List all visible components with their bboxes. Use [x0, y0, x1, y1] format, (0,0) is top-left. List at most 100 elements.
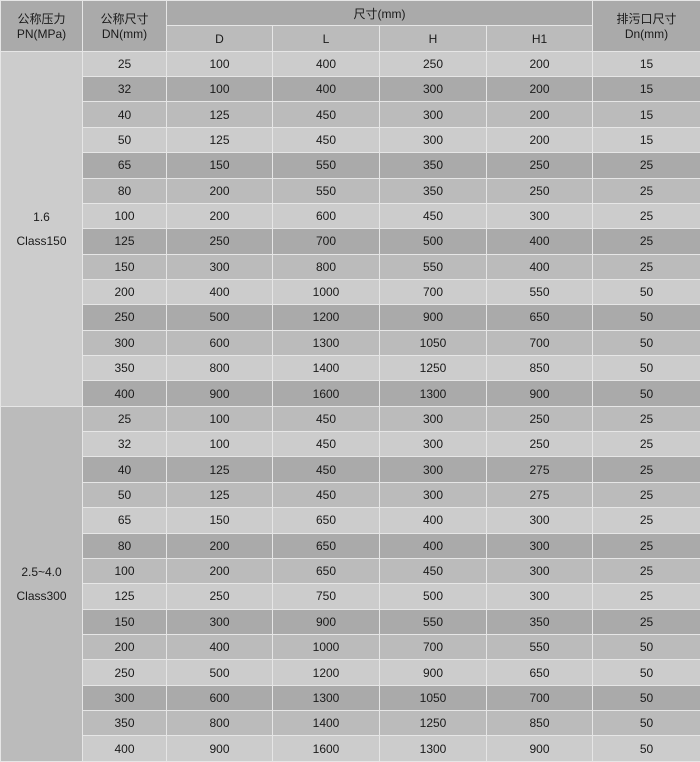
table-cell: 700	[486, 684, 593, 712]
table-row: 250 500 1200 900 650 50	[1, 304, 700, 331]
table-cell: 25	[592, 481, 700, 509]
header-d: D	[166, 25, 273, 52]
table-cell: 300	[166, 253, 273, 280]
table-cell: 550	[486, 633, 593, 661]
table-cell: 400	[166, 278, 273, 306]
table-cell: 800	[166, 710, 273, 737]
table-cell: 500	[166, 304, 273, 331]
table-cell: 200	[166, 202, 273, 230]
table-row: 200 400 1000 700 550 50	[1, 278, 700, 306]
table-cell: 300	[486, 532, 593, 559]
table-cell: 125	[82, 583, 167, 610]
table-cell: 250	[486, 405, 593, 433]
table-cell: 300	[486, 557, 593, 585]
table-cell: 25	[592, 608, 700, 635]
table-cell: 700	[379, 633, 487, 661]
header-pn: 公称压力 PN(MPa)	[0, 0, 83, 52]
table-cell: 125	[166, 101, 273, 128]
table-cell: 250	[166, 228, 273, 255]
table-cell: 50	[592, 304, 700, 331]
table-cell: 1200	[272, 659, 380, 686]
table-cell: 200	[82, 633, 167, 661]
table-cell: 250	[486, 152, 593, 179]
table-cell: 250	[82, 659, 167, 686]
table-cell: 80	[82, 532, 167, 559]
table-cell: 275	[486, 481, 593, 509]
pressure-value: 1.6	[33, 209, 50, 224]
table-cell: 150	[166, 152, 273, 179]
table-cell: 400	[166, 633, 273, 661]
table-cell: 300	[379, 481, 487, 509]
table-cell: 275	[486, 456, 593, 483]
table-cell: 450	[272, 126, 380, 154]
table-row: 1.6 Class150 25 100 400 250 200 15	[0, 50, 700, 407]
table-cell: 50	[592, 355, 700, 382]
header-drain: 排污口尺寸 Dn(mm)	[592, 0, 700, 52]
table-row: 200 400 1000 700 550 50	[1, 633, 700, 661]
table-cell: 600	[272, 202, 380, 230]
table-cell: 300	[166, 608, 273, 635]
table-cell: 450	[272, 431, 380, 458]
table-cell: 50	[592, 710, 700, 737]
table-cell: 80	[82, 177, 167, 204]
table-row: 65 150 650 400 300 25	[1, 507, 700, 534]
table-row: 40 125 450 300 200 15	[1, 101, 700, 128]
table-cell: 350	[486, 608, 593, 635]
table-cell: 15	[592, 126, 700, 154]
table-cell: 100	[82, 202, 167, 230]
table-cell: 750	[272, 583, 380, 610]
table-cell: 25	[592, 557, 700, 585]
table-cell: 15	[592, 101, 700, 128]
table-row: 350 800 1400 1250 850 50	[1, 355, 700, 382]
table-cell: 400	[272, 50, 380, 78]
table-cell: 40	[82, 456, 167, 483]
table-cell: 900	[486, 380, 593, 407]
table-cell: 100	[166, 76, 273, 103]
table-cell: 50	[592, 633, 700, 661]
table-cell: 650	[486, 659, 593, 686]
header-dn-unit: DN(mm)	[101, 27, 148, 42]
table-cell: 1000	[272, 278, 380, 306]
table-cell: 50	[592, 659, 700, 686]
table-cell: 25	[592, 532, 700, 559]
table-cell: 550	[272, 177, 380, 204]
table-cell: 400	[82, 380, 167, 407]
table-cell: 1600	[272, 380, 380, 407]
table-cell: 450	[379, 557, 487, 585]
table-cell: 150	[166, 507, 273, 534]
table-cell: 15	[592, 50, 700, 78]
table-cell: 25	[592, 253, 700, 280]
table-cell: 550	[272, 152, 380, 179]
table-cell: 200	[486, 101, 593, 128]
table-cell: 800	[166, 355, 273, 382]
table-cell: 250	[486, 431, 593, 458]
table-cell: 800	[272, 253, 380, 280]
header-drain-label: 排污口尺寸	[616, 12, 677, 27]
pressure-group-cell: 2.5~4.0 Class300	[0, 405, 83, 762]
table-cell: 600	[166, 684, 273, 712]
table-cell: 900	[486, 735, 593, 762]
table-cell: 850	[486, 710, 593, 737]
table-row: 300 600 1300 1050 700 50	[1, 329, 700, 357]
table-cell: 65	[82, 152, 167, 179]
table-cell: 400	[486, 228, 593, 255]
table-cell: 400	[272, 76, 380, 103]
table-cell: 650	[272, 532, 380, 559]
table-cell: 700	[272, 228, 380, 255]
table-cell: 700	[379, 278, 487, 306]
table-cell: 40	[82, 101, 167, 128]
table-cell: 350	[379, 152, 487, 179]
pressure-class: Class150	[16, 233, 67, 248]
table-row: 100 200 650 450 300 25	[1, 557, 700, 585]
table-cell: 350	[82, 710, 167, 737]
table-cell: 1300	[272, 329, 380, 357]
header-h: H	[379, 25, 487, 52]
table-row: 32 100 400 300 200 15	[1, 76, 700, 103]
table-cell: 300	[486, 202, 593, 230]
table-cell: 25	[592, 583, 700, 610]
table-cell: 300	[486, 583, 593, 610]
table-cell: 50	[592, 278, 700, 306]
table-cell: 125	[166, 456, 273, 483]
pressure-class: Class300	[16, 588, 67, 603]
table-row: 50 125 450 300 275 25	[1, 481, 700, 509]
